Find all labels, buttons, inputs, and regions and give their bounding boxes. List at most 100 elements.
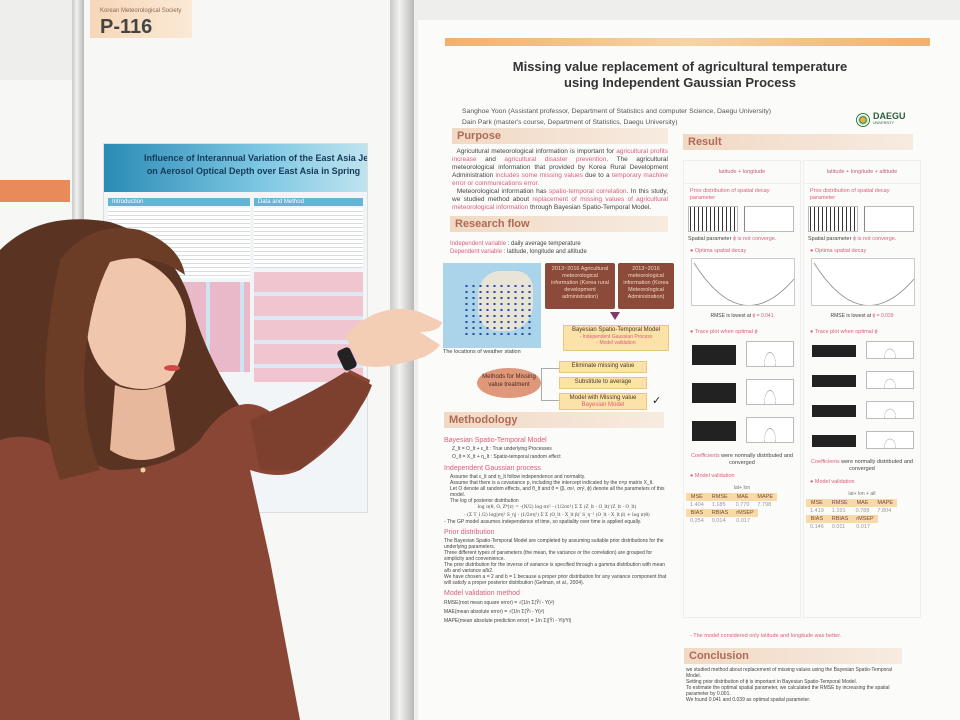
igp-note: - The GP model assumes independence of t… <box>444 519 642 525</box>
validation-label: ● Model validation <box>810 479 855 485</box>
flow-box-meteorological: 2013~2016 meteorological information (Ko… <box>618 263 674 309</box>
optima-label: ● Optima spatial decay <box>690 248 747 254</box>
watch-icon <box>337 347 357 371</box>
purpose-text: Agricultural meteorological information … <box>452 148 668 211</box>
map-caption: The locations of weather station <box>443 349 521 355</box>
metric-header: RMSE <box>707 493 732 501</box>
conclusion-item: To estimate the optimal spatial paramete… <box>686 685 890 697</box>
posterior-density-plot <box>746 417 794 443</box>
left-poster-title: Influence of Interannual Variation of th… <box>104 144 367 192</box>
coef-text: Coefficients were normally distributed a… <box>690 453 793 466</box>
trace-plot-grid <box>684 339 800 447</box>
metric-header: MAE <box>731 493 754 501</box>
poster-authors: Sanghoe Yoon (Assistant professor, Depar… <box>462 106 842 128</box>
prior-label: Prior distribution of spatial decay para… <box>810 188 890 201</box>
option-eliminate: Eliminate missing value <box>559 361 647 373</box>
formula: - (Σ T_l /2) log|ση² S_η| - (1/2ση²) Σ Σ… <box>464 512 650 518</box>
down-arrow-icon <box>610 312 620 320</box>
poster-title-bar <box>445 38 930 46</box>
presenter-hair-front <box>45 228 185 480</box>
prior-title: Prior distribution <box>444 529 495 536</box>
logo-subtext: UNIVERSITY <box>873 121 895 125</box>
trace-plot <box>812 375 856 387</box>
validation-title: Model validation method <box>444 590 520 597</box>
igp-item: Assume that ε_lt and η_lt follow indepen… <box>450 474 586 480</box>
formula: log π(θ, O, Z*|z) = -(N/2) log σε² - (1/… <box>477 505 637 510</box>
conclusion-item: Setting prior distribution of ϕ is impor… <box>686 679 857 685</box>
bstm-item: O_lt = X_lt + η_lt : Spatio-temporal ran… <box>452 453 561 460</box>
bstm-item: Z_lt = O_lt + ε_lt : True underlying Pro… <box>452 446 552 452</box>
prior-item: The prior distribution for the inverse o… <box>444 562 665 574</box>
presenter-neck <box>110 385 175 460</box>
posterior-density-plot <box>746 379 794 405</box>
necklace-pendant <box>140 467 146 473</box>
connector-lines <box>541 368 559 401</box>
metric-value: 1.191 <box>831 508 846 514</box>
model-box-title: Bayesian Spatio-Temporal Model <box>571 327 661 333</box>
converge-text: Spatial parameter ϕ is not converge. <box>808 236 897 242</box>
metric-header: rMSEP <box>852 515 878 523</box>
metric-value: 0.014 <box>711 518 726 524</box>
trace-plot <box>812 435 856 447</box>
igp-item: Let O denote all random effects, and θ_l… <box>450 486 665 498</box>
author-1: Sanghoe Yoon (Assistant professor, Depar… <box>462 108 772 115</box>
rmse-text: RMSE is lowest at ϕ = 0.039 <box>830 313 894 319</box>
weather-station-map <box>443 263 541 348</box>
metric-header: MAPE <box>873 499 898 507</box>
model-box: Bayesian Spatio-Temporal Model - Indepen… <box>563 325 669 351</box>
poster-title-line2: using Independent Gaussian Process <box>564 75 796 90</box>
converge-text: Spatial parameter ϕ is not converge. <box>688 236 777 242</box>
conclusion-item: We found 0.041 and 0.039 as optimal spat… <box>686 697 811 703</box>
rmse-curve-chart <box>691 258 795 306</box>
daegu-emblem-icon <box>856 113 870 127</box>
prior-item: The Bayesian Spatio-Temporal Model are c… <box>444 538 664 550</box>
rmse-curve-chart <box>811 258 915 306</box>
density-chart <box>744 206 794 232</box>
booth-number-tag: Korean Meteorological Society P-116 <box>90 0 192 38</box>
validation-item: MAPE(mean absolute prediction error) = 1… <box>444 618 572 624</box>
validation-item: MAE(mean absolute error) = √(1/n Σ(Ŷi - … <box>444 609 545 615</box>
igp-item: The log of posterior distribution <box>450 498 519 504</box>
trace-label: ● Trace plot when optimal ϕ <box>690 329 758 335</box>
metric-header: BIAS <box>806 515 828 523</box>
flow-box-agricultural: 2013~2016 Agricultural meteorological in… <box>545 263 615 309</box>
presenter-hand <box>345 308 442 367</box>
posterior-density-plot <box>866 401 914 419</box>
igp-item: Assume that there is a covariance p, inc… <box>450 480 654 486</box>
column-header: latitude + longitude <box>684 161 800 184</box>
metric-header: MSE <box>686 493 708 501</box>
option-model: Model with Missing value Bayesian Model <box>559 393 647 410</box>
optima-label: ● Optima spatial decay <box>810 248 867 254</box>
left-poster-title-line2: on Aerosol Optical Depth over East Asia … <box>146 166 361 176</box>
poster-title-line1: Missing value replacement of agricultura… <box>512 59 848 74</box>
booth-number: P-116 <box>100 16 153 38</box>
research-flow-heading: Research flow <box>450 216 668 232</box>
validation-table-1: MSE RMSE MAE MAPE 1.419 1.191 0.788 7.804 <box>806 499 898 515</box>
prior-item: Three different types of parameters (the… <box>444 550 653 562</box>
author-2: Dain Park (master's course, Department o… <box>462 119 678 126</box>
posterior-density-plot <box>866 341 914 359</box>
methodology-heading: Methodology <box>444 412 664 428</box>
metric-header: MSE <box>806 499 828 507</box>
trace-label: ● Trace plot when optimal ϕ <box>810 329 878 335</box>
posterior-density-plot <box>866 371 914 389</box>
table-caption: lat+ lon <box>733 485 751 491</box>
methods-oval: Methods for Missing value treatment <box>477 368 541 398</box>
result-column: latitude + longitude + altitude Prior di… <box>803 160 921 618</box>
validation-table-2: BIAS RBIAS rMSEP 0.254 0.014 0.017 <box>686 509 758 525</box>
metric-header: RBIAS <box>827 515 853 523</box>
poster-title: Missing value replacement of agricultura… <box>470 59 890 91</box>
metric-header: RBIAS <box>707 509 733 517</box>
validation-label: ● Model validation <box>690 473 735 479</box>
metric-value: 0.770 <box>735 502 750 508</box>
trace-plot <box>692 383 736 403</box>
trace-plot <box>692 345 736 365</box>
left-poster-section: Data and Method <box>253 198 363 206</box>
prior-label: Prior distribution of spatial decay para… <box>690 188 770 201</box>
model-box-item: - Model validation <box>596 340 636 346</box>
metric-header: MAPE <box>753 493 778 501</box>
conclusion-list: we studied method about replacement of m… <box>686 667 904 703</box>
metric-value: 1.185 <box>711 502 726 508</box>
far-left-orange-tag <box>0 180 70 202</box>
trace-plot <box>812 405 856 417</box>
